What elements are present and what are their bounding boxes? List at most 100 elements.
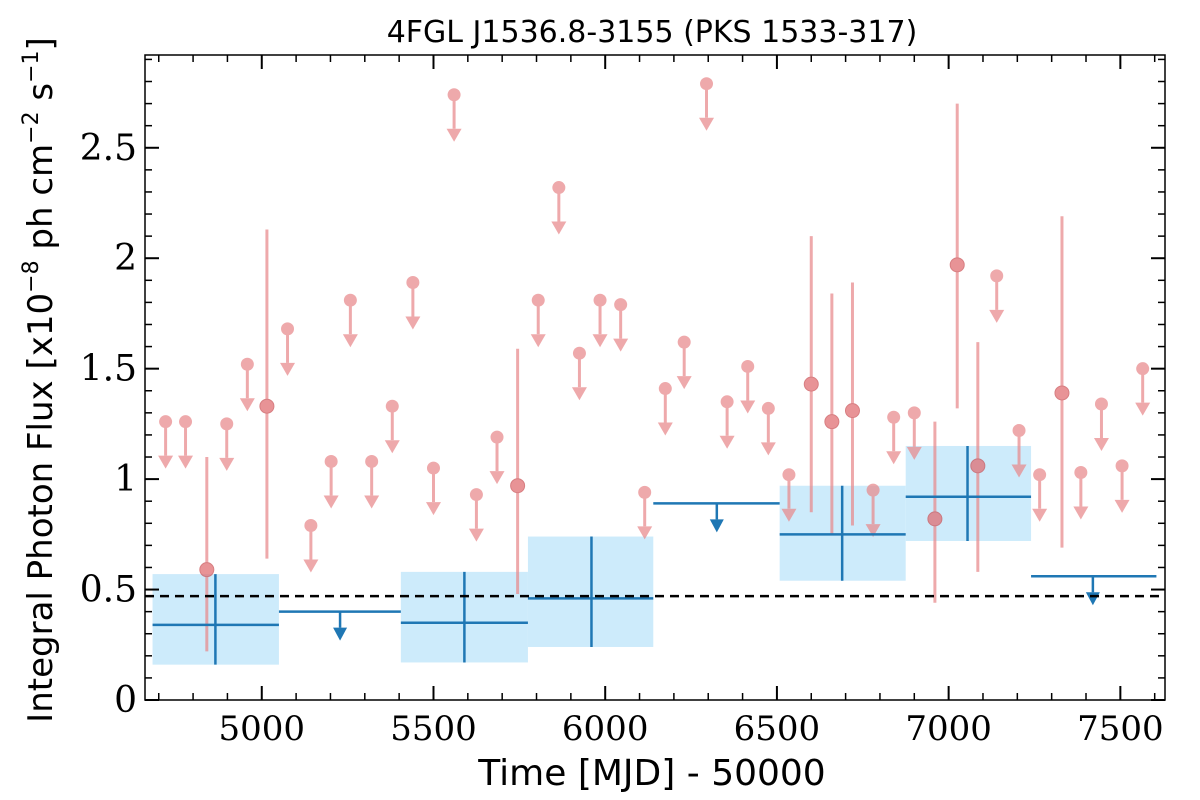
- upper-limit-arrow: [280, 362, 296, 376]
- monthly-detection: [927, 421, 943, 603]
- upper-limit-arrow: [384, 440, 400, 454]
- monthly-detection: [824, 293, 840, 535]
- monthly-upper-limit: [657, 382, 673, 436]
- upper-limit-point: [907, 406, 921, 420]
- upper-limit-point: [593, 293, 607, 307]
- monthly-upper-limit: [446, 88, 462, 142]
- upper-limit-point: [720, 395, 734, 409]
- upper-limit-arrow: [637, 526, 653, 540]
- monthly-upper-limit: [219, 417, 235, 471]
- upper-limit-point: [1094, 397, 1108, 411]
- upper-limit-arrow: [1114, 499, 1130, 513]
- upper-limit-arrow: [676, 376, 692, 390]
- upper-limit-arrow: [405, 316, 421, 330]
- upper-limit-point: [324, 454, 338, 468]
- yearly-ul-arrow: [709, 519, 724, 533]
- upper-limit-point: [179, 415, 193, 429]
- monthly-upper-limit: [1032, 468, 1048, 522]
- axis-ticks: 5000 5500 6000 6500 7000 7500 0 0.5 1 1.5 2 2.5: [80, 55, 1165, 749]
- upper-limit-arrow: [592, 334, 608, 348]
- y-label-exp1: −8: [19, 260, 44, 292]
- upper-limit-arrow: [1011, 464, 1027, 478]
- monthly-upper-limit: [1073, 465, 1089, 520]
- monthly-upper-limit: [530, 293, 546, 348]
- monthly-series: [158, 77, 1151, 652]
- upper-limit-arrow: [719, 435, 735, 449]
- monthly-upper-limit: [1011, 424, 1027, 478]
- monthly-upper-limit: [364, 454, 380, 509]
- y-tick-label: 1.5: [80, 349, 137, 390]
- yearly-series: [152, 445, 1157, 665]
- monthly-detection: [803, 236, 819, 513]
- x-tick-label: 7500: [1077, 709, 1164, 749]
- y-tick-label: 2: [114, 238, 137, 279]
- monthly-upper-limit: [989, 269, 1005, 323]
- detection-point: [510, 478, 526, 494]
- monthly-upper-limit: [323, 454, 339, 509]
- y-label-exp2: −2: [19, 111, 44, 143]
- y-axis-label: Integral Photon Flux [x10−8 ph cm−2 s−1]: [19, 37, 61, 723]
- upper-limit-arrow: [740, 400, 756, 414]
- detection-point: [824, 414, 840, 430]
- monthly-upper-limit: [886, 410, 902, 465]
- monthly-upper-limit: [781, 468, 797, 522]
- monthly-upper-limit: [865, 483, 881, 538]
- upper-limit-point: [343, 293, 357, 307]
- upper-limit-arrow: [1093, 438, 1109, 452]
- upper-limit-arrow: [886, 451, 902, 465]
- chart-title: 4FGL J1536.8-3155 (PKS 1533-317): [387, 15, 918, 50]
- upper-limit-arrow: [1073, 506, 1089, 520]
- monthly-upper-limit: [280, 322, 296, 376]
- monthly-detection: [844, 282, 860, 526]
- upper-limit-point: [490, 430, 504, 444]
- upper-limit-point: [281, 322, 295, 336]
- upper-limit-point: [220, 417, 234, 431]
- monthly-upper-limit: [551, 181, 567, 235]
- upper-limit-arrow: [613, 338, 629, 352]
- upper-limit-arrow: [489, 471, 505, 485]
- monthly-upper-limit: [384, 399, 400, 454]
- upper-limit-arrow: [906, 446, 922, 460]
- upper-limit-point: [700, 77, 714, 91]
- monthly-detection: [949, 103, 965, 409]
- detection-point: [844, 403, 860, 419]
- monthly-detection: [970, 342, 986, 572]
- plot-frame: [144, 54, 1166, 701]
- upper-limit-arrow: [219, 457, 235, 471]
- monthly-upper-limit: [613, 298, 629, 352]
- y-label-main: Integral Photon Flux [x10: [21, 293, 61, 723]
- upper-limit-arrow: [760, 442, 776, 456]
- y-tick-label: 2.5: [80, 128, 137, 169]
- detection-point: [199, 562, 215, 578]
- monthly-upper-limit: [239, 357, 255, 412]
- monthly-upper-limit: [592, 293, 608, 348]
- monthly-detection: [1054, 216, 1070, 548]
- x-tick-label: 6500: [734, 709, 821, 749]
- x-tick-label: 7000: [905, 709, 992, 749]
- upper-limit-point: [469, 488, 483, 502]
- x-tick-label: 6000: [562, 709, 649, 749]
- monthly-upper-limit: [303, 518, 319, 573]
- y-tick-label: 0: [114, 680, 137, 721]
- monthly-detection: [510, 348, 526, 594]
- upper-limit-arrow: [551, 221, 567, 235]
- upper-limit-arrow: [657, 422, 673, 436]
- x-tick-label: 5000: [219, 709, 306, 749]
- detection-point: [1054, 385, 1070, 401]
- monthly-upper-limit: [468, 488, 484, 542]
- upper-limit-arrow: [446, 128, 462, 142]
- monthly-upper-limit: [676, 335, 692, 390]
- upper-limit-arrow: [468, 528, 484, 542]
- monthly-upper-limit: [178, 415, 194, 469]
- upper-limit-arrow: [239, 398, 255, 412]
- upper-limit-point: [552, 181, 566, 195]
- upper-limit-point: [365, 454, 379, 468]
- upper-limit-point: [761, 401, 775, 415]
- upper-limit-point: [638, 485, 652, 499]
- monthly-detection: [259, 229, 275, 559]
- upper-limit-point: [887, 410, 901, 424]
- upper-limit-point: [866, 483, 880, 497]
- upper-limit-point: [159, 415, 173, 429]
- yearly-ul-arrow: [1085, 592, 1100, 606]
